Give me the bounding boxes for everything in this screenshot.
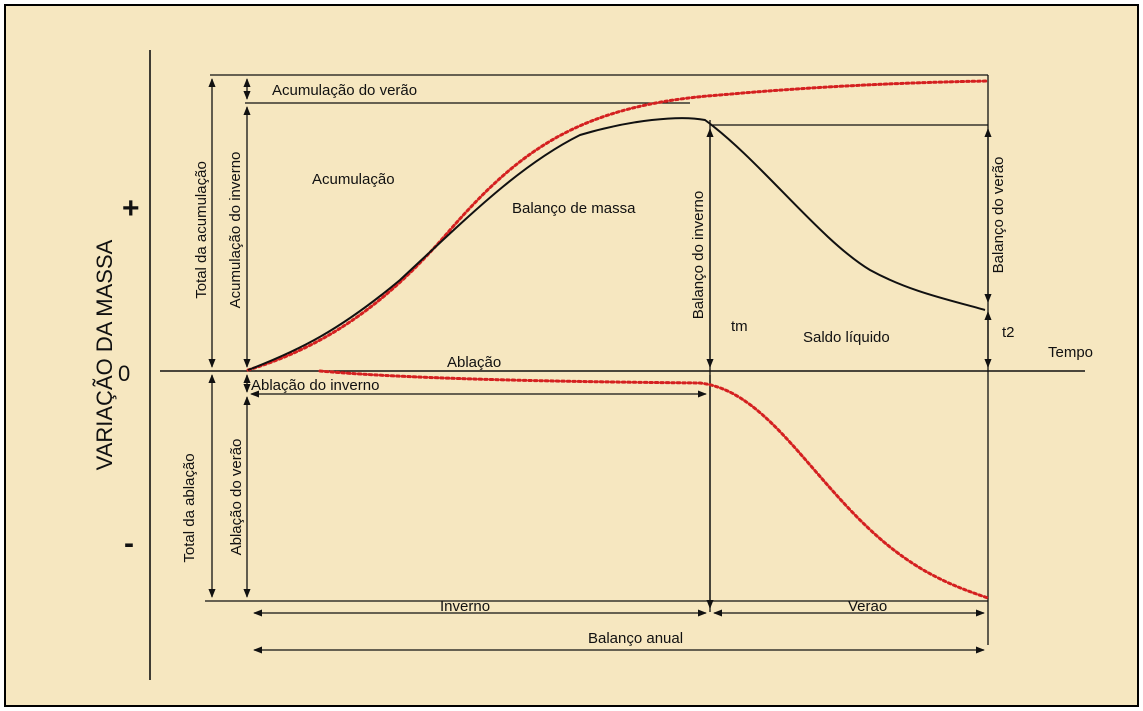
mass-balance-label: Balanço de massa <box>512 200 636 217</box>
x-axis-label: Tempo <box>1048 344 1093 361</box>
summer-accumulation-label: Acumulação do verão <box>272 82 417 99</box>
winter-ablation-label: Ablação do inverno <box>251 377 379 394</box>
tm-label: tm <box>731 318 748 335</box>
zero-label: 0 <box>118 361 130 386</box>
annual-balance-label: Balanço anual <box>588 630 683 647</box>
background-panel <box>4 4 1139 707</box>
net-balance-label: Saldo líquido <box>803 329 890 346</box>
mass-balance-curve <box>247 117 986 371</box>
winter-balance-label: Balanço do inverno <box>690 191 707 319</box>
y-axis-title: VARIAÇÃO DA MASSA <box>92 239 117 470</box>
summer-season-label: Verao <box>848 598 887 615</box>
winter-season-label: Inverno <box>440 598 490 615</box>
total-ablation-label: Total da ablação <box>181 453 198 562</box>
winter-accumulation-label: Acumulação do inverno <box>227 152 244 309</box>
t2-label: t2 <box>1002 324 1015 341</box>
summer-ablation-label: Ablação do verão <box>228 439 245 556</box>
total-accumulation-label: Total da acumulação <box>193 161 210 299</box>
ablation-label: Ablação <box>447 354 501 371</box>
minus-sign: - <box>124 527 134 560</box>
accumulation-label: Acumulação <box>312 171 395 188</box>
plus-sign: + <box>122 192 140 225</box>
summer-balance-label: Balanço do verão <box>990 157 1007 274</box>
accumulation-dotted-curve <box>246 79 990 372</box>
ablation-dotted-curve <box>318 369 990 600</box>
